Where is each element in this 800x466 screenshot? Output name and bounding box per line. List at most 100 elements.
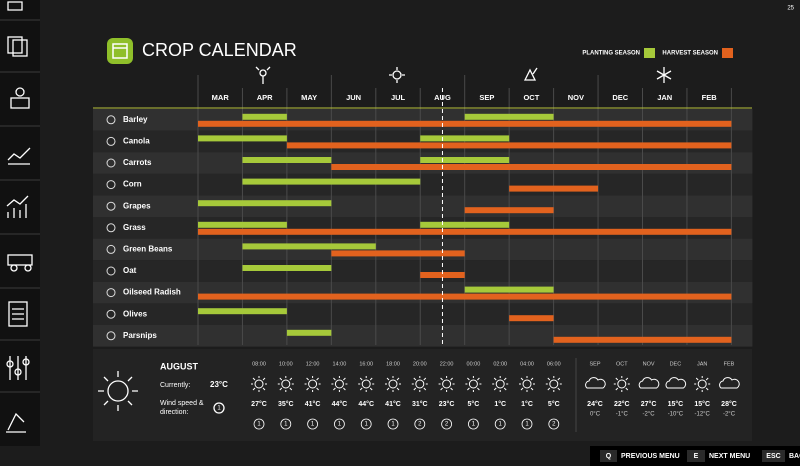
legend-planting-swatch [644, 48, 655, 58]
weather-sun-icon [98, 371, 138, 411]
planting-bar [420, 221, 510, 228]
hour-temp: 23°C [439, 400, 455, 408]
hour-wind: 1 [338, 422, 342, 428]
crop-icon [106, 331, 116, 341]
crop-name: Canola [123, 137, 150, 146]
planting-bar [198, 200, 332, 207]
month-forecast-label: JAN [697, 361, 707, 367]
month-label: JUN [346, 93, 361, 102]
footer-action[interactable]: PREVIOUS MENU [621, 453, 680, 460]
wind-label: Wind speed & [160, 400, 204, 407]
month-forecast-label: OCT [616, 361, 628, 367]
weather-icon [719, 377, 740, 389]
month-label: MAR [212, 93, 230, 102]
legend-planting: PLANTING SEASON [582, 51, 640, 57]
hour-temp: 31°C [412, 400, 428, 408]
key-label: E [694, 453, 699, 460]
weather-icon-rays [277, 376, 294, 392]
month-low: -10°C [668, 412, 684, 418]
planting-bar [242, 243, 376, 250]
planting-bar [198, 221, 287, 228]
month-high: 15°C [668, 400, 684, 408]
hour-wind: 2 [418, 422, 422, 428]
key-badge [600, 450, 617, 462]
crop-name: Carrots [123, 158, 152, 167]
harvest-bar [509, 185, 599, 192]
current-temp: 23°C [210, 380, 228, 389]
wind-icon [521, 418, 533, 430]
footer-action[interactable]: NEXT MENU [709, 453, 750, 460]
hour-wind: 1 [257, 422, 261, 428]
weather-icon [281, 379, 291, 389]
hour-wind: 1 [472, 422, 476, 428]
weather-icon-rays [519, 376, 535, 392]
month-forecast-label: SEP [589, 361, 600, 367]
hour-label: 12:00 [306, 361, 320, 367]
wind-icon [253, 418, 265, 430]
footer-action[interactable]: BAC [789, 453, 800, 460]
hour-wind: 1 [499, 422, 503, 428]
month-low: -1°C [616, 412, 629, 418]
weather-icon [334, 379, 344, 389]
key-label: ESC [766, 453, 780, 460]
month-label: JAN [657, 93, 672, 102]
crop-name: Grass [123, 223, 146, 232]
month-forecast-label: DEC [670, 361, 682, 367]
hour-label: 14:00 [333, 361, 347, 367]
footer: Q PREVIOUS MENU E NEXT MENU ESC BAC [600, 450, 800, 462]
wind-icon [467, 418, 479, 430]
legend-harvest: HARVEST SEASON [662, 51, 718, 57]
harvest-bar [198, 228, 732, 235]
month-high: 27°C [641, 400, 657, 408]
row-bg [93, 303, 753, 325]
row-bg [93, 260, 753, 282]
crop-icon [106, 158, 116, 168]
weather-icon [697, 379, 707, 389]
sidebar [0, 0, 40, 446]
crop-icon [106, 288, 116, 298]
month-label: JUL [391, 93, 406, 102]
wind-icon [333, 418, 345, 430]
crop-icon [106, 136, 116, 146]
row-bg [93, 173, 753, 196]
harvest-bar [286, 142, 732, 149]
hour-label: 02:00 [493, 361, 507, 367]
hour-wind: 1 [284, 422, 288, 428]
weather-icon [585, 377, 606, 389]
month-low: -2°C [643, 412, 656, 418]
hour-temp: 5°C [548, 400, 560, 408]
hour-wind: 2 [552, 422, 556, 428]
title-icon [107, 38, 133, 64]
month-label: MAY [301, 93, 317, 102]
crop-icon [106, 115, 116, 125]
month-label: NOV [568, 93, 584, 102]
wind-icon [213, 402, 225, 414]
wind-icon [280, 418, 292, 430]
weather-icon-rays [251, 376, 267, 392]
weather-icon [665, 377, 687, 389]
crop-name: Oat [123, 266, 137, 275]
weather-panel: AUGUST Currently: 23°C Wind speed & dire… [93, 349, 752, 441]
weather-month: AUGUST [160, 361, 199, 371]
weather-icon [254, 379, 264, 389]
row-bg [93, 109, 753, 131]
hour-label: 00:00 [467, 361, 481, 367]
wind-icon [548, 418, 560, 430]
wind-icon [414, 418, 426, 430]
hour-label: 06:00 [547, 361, 561, 367]
hour-temp: 35°C [278, 400, 294, 408]
corner-label: 25 [787, 6, 794, 12]
planting-bar [242, 157, 332, 163]
weather-icon-rays [438, 376, 455, 392]
month-label: DEC [612, 93, 628, 102]
weather-icon-rays [492, 376, 509, 392]
weather-icon-rays [304, 376, 321, 392]
planting-bar [420, 135, 510, 142]
wind-icon [441, 418, 453, 430]
calendar: MAR APR MAY JUN JUL AUG SEP OCT NOV DEC JAN FEBBarl… [93, 75, 753, 347]
weather-icon [638, 377, 660, 389]
weather-icon [522, 379, 532, 389]
planting-bar [242, 178, 421, 185]
weather-icon [442, 379, 452, 389]
hour-temp: 44°C [358, 400, 374, 408]
